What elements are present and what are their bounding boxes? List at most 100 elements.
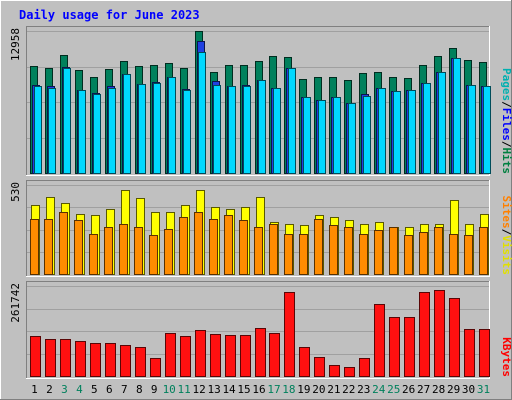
bar-sites-day-19 (299, 234, 308, 275)
chart-panels: 12958Pages/Files/Hits530Sites/Visits2617… (9, 26, 512, 379)
bar-pages-day-8 (138, 84, 146, 174)
bar-kbytes-day-24 (374, 304, 385, 377)
bar-sites-day-15 (239, 220, 248, 275)
bar-kbytes-day-22 (344, 367, 355, 377)
bar-pages-day-12 (198, 52, 206, 174)
bar-kbytes-day-6 (105, 343, 116, 377)
bar-sites-day-20 (314, 219, 323, 275)
x-tick-label-day-3: 3 (61, 383, 68, 396)
x-tick-label-day-18: 18 (282, 383, 295, 396)
bar-kbytes-day-25 (389, 317, 400, 377)
bar-sites-day-28 (434, 227, 443, 275)
bar-kbytes-day-3 (60, 339, 71, 377)
panel-visits: 530 Sites/Visits (9, 180, 512, 277)
bar-kbytes-day-20 (314, 357, 325, 377)
bar-pages-day-11 (183, 90, 191, 174)
y-max-label-kbytes: 261742 (9, 283, 22, 323)
x-tick-label-day-5: 5 (91, 383, 98, 396)
legend-separator: / (500, 141, 512, 148)
x-tick-label-day-29: 29 (447, 383, 460, 396)
chart-title: Daily usage for June 2023 (19, 8, 200, 22)
x-tick-label-day-30: 30 (462, 383, 475, 396)
bar-kbytes-day-19 (299, 347, 310, 377)
y-max-label-visits: 530 (9, 182, 22, 202)
bar-sites-day-27 (419, 232, 428, 275)
bar-sites-day-17 (269, 224, 278, 275)
bar-sites-day-6 (104, 227, 113, 275)
bar-sites-day-2 (44, 219, 53, 275)
bar-sites-day-3 (59, 212, 68, 275)
x-axis-labels: 1 2 3 4 5 6 7 8 9 10 11 12 13 14 15 16 17 18 19 20 21 22 23 24 2… (31, 383, 490, 396)
bar-pages-day-29 (453, 58, 461, 174)
bar-sites-day-1 (30, 219, 39, 275)
legend-separator: / (500, 229, 512, 236)
bar-kbytes-day-11 (180, 336, 191, 377)
bar-pages-day-26 (408, 90, 416, 174)
bar-kbytes-day-26 (404, 317, 415, 377)
bar-sites-day-30 (464, 235, 473, 275)
bar-sites-day-11 (179, 217, 188, 275)
bar-kbytes-day-4 (75, 341, 86, 377)
bar-sites-day-18 (284, 234, 293, 275)
bar-pages-day-20 (318, 100, 326, 174)
bar-kbytes-day-13 (210, 334, 221, 377)
bar-pages-day-13 (213, 85, 221, 174)
bar-kbytes-day-17 (269, 333, 280, 377)
bar-pages-day-5 (93, 94, 101, 174)
bar-sites-day-8 (134, 227, 143, 275)
bar-kbytes-day-30 (464, 329, 475, 377)
x-tick-label-day-26: 26 (402, 383, 415, 396)
x-tick-label-day-23: 23 (357, 383, 370, 396)
bar-sites-day-13 (209, 219, 218, 275)
bar-pages-day-31 (483, 86, 491, 174)
bar-pages-day-19 (303, 97, 311, 174)
x-tick-label-day-17: 17 (267, 383, 280, 396)
bar-sites-day-5 (89, 234, 98, 275)
bar-sites-day-24 (374, 230, 383, 275)
bar-kbytes-day-21 (329, 365, 340, 377)
bar-pages-day-3 (63, 68, 71, 174)
bar-pages-day-10 (168, 77, 176, 174)
x-tick-label-day-9: 9 (151, 383, 158, 396)
bar-kbytes-day-9 (150, 358, 161, 377)
bar-sites-day-14 (224, 215, 233, 275)
legend-item-visits: Visits (500, 235, 512, 275)
bar-pages-day-21 (333, 97, 341, 174)
x-tick-label-day-12: 12 (193, 383, 206, 396)
x-tick-label-day-24: 24 (372, 383, 386, 396)
bar-pages-day-6 (108, 88, 116, 174)
bar-pages-day-17 (273, 88, 281, 174)
legend-item-sites: Sites (500, 196, 512, 229)
bar-pages-day-27 (423, 83, 431, 174)
bar-kbytes-day-16 (255, 328, 266, 377)
x-tick-label-day-19: 19 (297, 383, 310, 396)
bar-pages-day-15 (243, 86, 251, 174)
legend-visits: Sites/Visits (500, 196, 512, 276)
legend-item-files: Files (500, 108, 512, 141)
bar-sites-day-22 (344, 227, 353, 275)
bar-sites-day-9 (149, 235, 158, 275)
bar-kbytes-day-15 (240, 335, 251, 377)
bar-kbytes-day-31 (479, 329, 490, 377)
bar-sites-day-29 (449, 234, 458, 275)
bar-pages-day-4 (78, 90, 86, 174)
bar-pages-day-7 (123, 74, 131, 174)
bar-pages-day-28 (438, 72, 446, 174)
bar-pages-day-22 (348, 103, 356, 174)
bar-kbytes-day-14 (225, 335, 236, 377)
bar-pages-day-24 (378, 88, 386, 174)
bar-sites-day-12 (194, 212, 203, 275)
x-tick-label-day-1: 1 (31, 383, 38, 396)
x-tick-label-day-16: 16 (252, 383, 265, 396)
legend-hits: Pages/Files/Hits (500, 68, 512, 174)
x-tick-label-day-7: 7 (121, 383, 128, 396)
x-tick-label-day-25: 25 (387, 383, 400, 396)
bar-sites-day-21 (329, 225, 338, 275)
bar-pages-day-18 (288, 68, 296, 174)
x-tick-label-day-6: 6 (106, 383, 113, 396)
x-tick-label-day-2: 2 (46, 383, 53, 396)
bar-sites-day-25 (389, 227, 398, 275)
legend-item-hits: Hits (500, 148, 512, 175)
